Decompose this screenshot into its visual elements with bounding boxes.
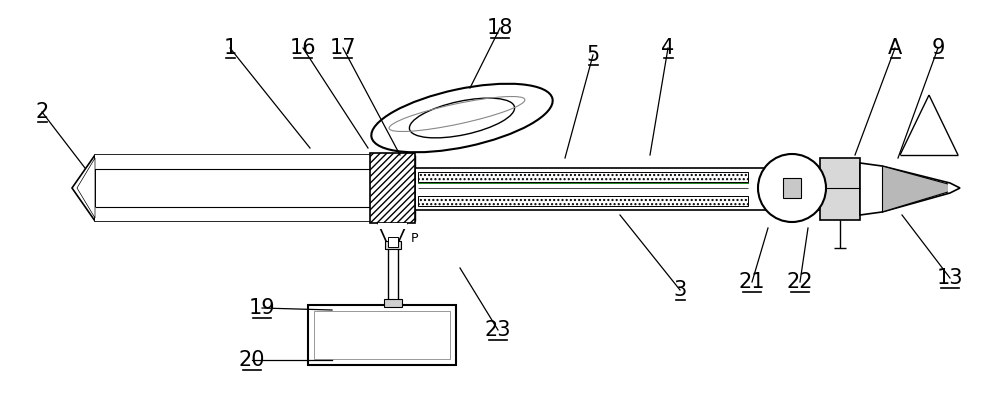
Bar bbox=[820, 158, 860, 220]
Bar bbox=[370, 153, 415, 223]
Bar bbox=[95, 207, 390, 221]
Polygon shape bbox=[882, 166, 948, 212]
Ellipse shape bbox=[371, 84, 553, 152]
Bar bbox=[385, 241, 401, 249]
Bar bbox=[415, 168, 830, 210]
Text: 20: 20 bbox=[239, 350, 265, 370]
Polygon shape bbox=[77, 158, 95, 218]
Text: 22: 22 bbox=[787, 272, 813, 292]
Bar bbox=[388, 237, 398, 247]
Text: 5: 5 bbox=[586, 45, 600, 65]
Bar bbox=[314, 311, 450, 359]
Ellipse shape bbox=[409, 98, 515, 138]
Polygon shape bbox=[378, 223, 407, 229]
Bar bbox=[384, 299, 402, 307]
Bar bbox=[95, 155, 390, 169]
Bar bbox=[418, 196, 748, 206]
Text: 3: 3 bbox=[673, 280, 687, 300]
Text: A: A bbox=[888, 38, 902, 58]
Text: 16: 16 bbox=[290, 38, 316, 58]
Circle shape bbox=[758, 154, 826, 222]
Bar bbox=[308, 305, 456, 365]
Text: P: P bbox=[411, 232, 419, 244]
Polygon shape bbox=[860, 163, 960, 215]
Bar bbox=[95, 155, 390, 221]
Bar bbox=[783, 178, 801, 198]
Text: 18: 18 bbox=[487, 18, 513, 38]
Polygon shape bbox=[72, 155, 95, 221]
Text: 4: 4 bbox=[661, 38, 675, 58]
Text: 1: 1 bbox=[223, 38, 237, 58]
Text: 9: 9 bbox=[931, 38, 945, 58]
Polygon shape bbox=[378, 223, 407, 249]
Text: 2: 2 bbox=[35, 102, 49, 122]
Text: 13: 13 bbox=[937, 268, 963, 288]
Text: 17: 17 bbox=[330, 38, 356, 58]
Bar bbox=[418, 172, 748, 182]
Text: 21: 21 bbox=[739, 272, 765, 292]
Text: 19: 19 bbox=[249, 298, 275, 318]
Text: 23: 23 bbox=[485, 320, 511, 340]
